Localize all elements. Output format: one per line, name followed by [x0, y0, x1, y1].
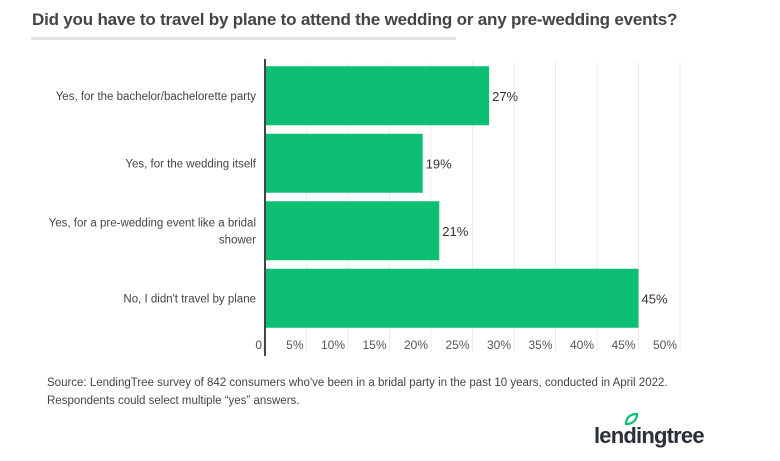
lendingtree-logo: lendingtree	[594, 413, 705, 449]
data-label: 27%	[492, 89, 518, 104]
bar	[265, 133, 423, 193]
source-line-2: Respondents could select multiple “yes” …	[47, 395, 300, 407]
category-label: Yes, for the bachelor/bachelorette party	[56, 91, 257, 103]
x-tick-label: 5%	[286, 338, 304, 352]
bar	[265, 201, 440, 261]
x-tick-label: 0	[255, 338, 262, 352]
x-tick-label: 20%	[404, 338, 428, 352]
data-label: 45%	[642, 291, 668, 306]
leaf-icon	[624, 413, 638, 425]
logo-text: lendingtree	[594, 423, 705, 448]
x-tick-label: 25%	[445, 338, 469, 352]
bar-chart: 0 5% 10% 15% 20% 25% 30% 35% 40% 45% 50% 27% Yes, fo…	[49, 59, 681, 356]
chart-title: Did you have to travel by plane to atten…	[32, 10, 678, 29]
source-note: Source: LendingTree survey of 842 consum…	[47, 374, 668, 410]
x-tick-label: 15%	[362, 338, 386, 352]
category-label: No, I didn't travel by plane	[123, 293, 256, 305]
category-label: Yes, for a pre-wedding event like a brid…	[49, 217, 256, 229]
bar	[265, 66, 490, 126]
x-tick-label: 10%	[321, 338, 345, 352]
x-tick-label: 30%	[487, 338, 511, 352]
source-line-1: Source: LendingTree survey of 842 consum…	[47, 377, 668, 389]
category-label: Yes, for the wedding itself	[125, 158, 256, 170]
x-tick-label: 40%	[570, 338, 594, 352]
x-tick-label: 35%	[528, 338, 552, 352]
x-tick-label: 50%	[653, 338, 677, 352]
title-divider	[31, 37, 456, 40]
x-tick-label: 45%	[611, 338, 635, 352]
data-label: 19%	[426, 156, 452, 171]
data-label: 21%	[442, 224, 468, 239]
bar	[265, 268, 639, 328]
category-label: shower	[219, 234, 256, 246]
